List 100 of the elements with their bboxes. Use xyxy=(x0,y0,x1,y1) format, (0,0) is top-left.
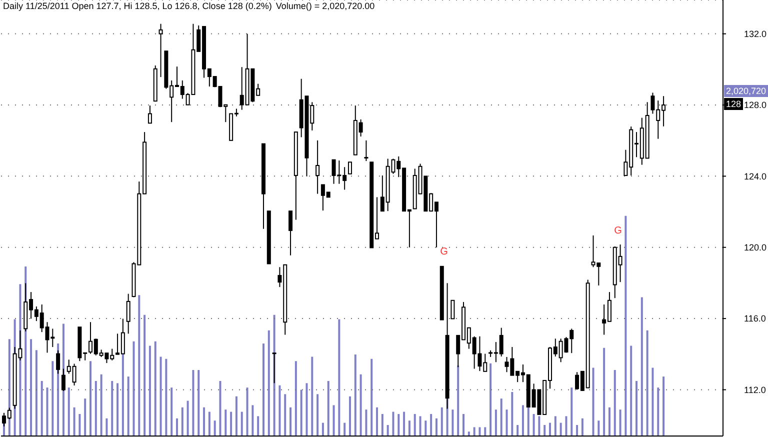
y-tick-label: 116.0 xyxy=(744,314,766,324)
bar xyxy=(516,424,519,436)
bar xyxy=(381,414,384,436)
bar xyxy=(144,314,146,436)
bar xyxy=(598,420,600,436)
bar xyxy=(165,358,168,436)
bar xyxy=(40,380,43,436)
bar xyxy=(246,388,248,436)
bar xyxy=(522,405,524,436)
annotation: G xyxy=(440,246,448,258)
bar xyxy=(252,405,254,436)
chart-title: Daily 11/25/2011 Open 127.7, Hi 128.5, Lo 126.8, Close 128 (0.2%) xyxy=(3,1,272,12)
bar xyxy=(230,412,232,436)
bar xyxy=(468,432,470,436)
bar xyxy=(348,396,351,436)
bar xyxy=(565,416,568,436)
candlestick xyxy=(450,300,455,320)
bar xyxy=(327,380,330,436)
bar xyxy=(532,414,535,436)
bar xyxy=(657,388,660,436)
bar xyxy=(462,414,465,436)
bar xyxy=(214,420,216,436)
bar xyxy=(89,361,92,436)
bar xyxy=(224,410,227,436)
bar xyxy=(608,407,610,436)
bar xyxy=(614,370,616,436)
candlestick xyxy=(272,352,276,384)
bar xyxy=(619,410,622,436)
bar xyxy=(403,412,406,436)
bar xyxy=(30,339,32,436)
candlestick xyxy=(364,140,368,162)
y-tick-label: 128.0 xyxy=(744,100,767,110)
bar xyxy=(386,424,389,436)
bar xyxy=(360,374,362,436)
y-tick-label: 112.0 xyxy=(744,384,766,395)
bar xyxy=(570,388,573,436)
bar xyxy=(592,368,594,436)
bar xyxy=(300,390,302,436)
bar xyxy=(8,339,10,436)
bar xyxy=(549,422,552,436)
text: 128 xyxy=(724,98,744,110)
bar xyxy=(111,380,114,436)
candlestick xyxy=(316,140,320,194)
bar xyxy=(176,418,178,436)
candlestick xyxy=(56,350,60,374)
y-tick-label: 120.0 xyxy=(744,242,767,253)
bar xyxy=(408,420,410,436)
bar xyxy=(435,418,438,436)
bar xyxy=(208,412,210,436)
bar xyxy=(370,358,373,436)
bar xyxy=(203,407,206,436)
bar xyxy=(154,341,156,436)
bar xyxy=(46,388,48,436)
bar xyxy=(294,361,297,436)
annotation: G xyxy=(614,226,622,236)
bar xyxy=(290,407,292,436)
y-tick-label: 124.0 xyxy=(744,171,767,182)
bar xyxy=(332,405,335,436)
bar xyxy=(116,383,119,436)
bar xyxy=(414,414,416,436)
bar xyxy=(440,407,443,436)
bar xyxy=(603,348,606,436)
bar xyxy=(484,427,486,436)
bar xyxy=(170,388,173,436)
bar xyxy=(127,376,130,436)
bar xyxy=(392,412,394,436)
bar xyxy=(68,388,70,436)
bar xyxy=(365,410,368,436)
bar xyxy=(94,380,97,436)
bar xyxy=(192,370,194,436)
bar xyxy=(576,424,578,436)
bar xyxy=(132,341,135,436)
bar xyxy=(19,284,22,436)
bar xyxy=(322,422,324,436)
bar xyxy=(354,354,356,436)
bar xyxy=(527,407,530,436)
bar xyxy=(560,422,562,436)
bar xyxy=(106,418,108,436)
bar xyxy=(640,297,643,436)
bar xyxy=(78,414,81,436)
bar xyxy=(376,407,378,436)
bar xyxy=(554,416,556,436)
bar xyxy=(544,424,546,436)
bar xyxy=(662,376,665,436)
bar xyxy=(100,374,102,436)
candlestick xyxy=(348,162,352,174)
bar xyxy=(624,216,627,436)
bar xyxy=(506,410,508,436)
bar xyxy=(306,383,308,436)
bar xyxy=(35,350,38,436)
candlestick xyxy=(148,105,152,124)
bar xyxy=(581,418,584,436)
bar xyxy=(148,346,151,436)
bar xyxy=(52,361,54,436)
bar xyxy=(235,396,238,436)
bar xyxy=(240,412,243,436)
bar xyxy=(338,319,340,436)
bar xyxy=(500,398,502,436)
bar xyxy=(219,380,222,436)
bar xyxy=(262,344,264,436)
